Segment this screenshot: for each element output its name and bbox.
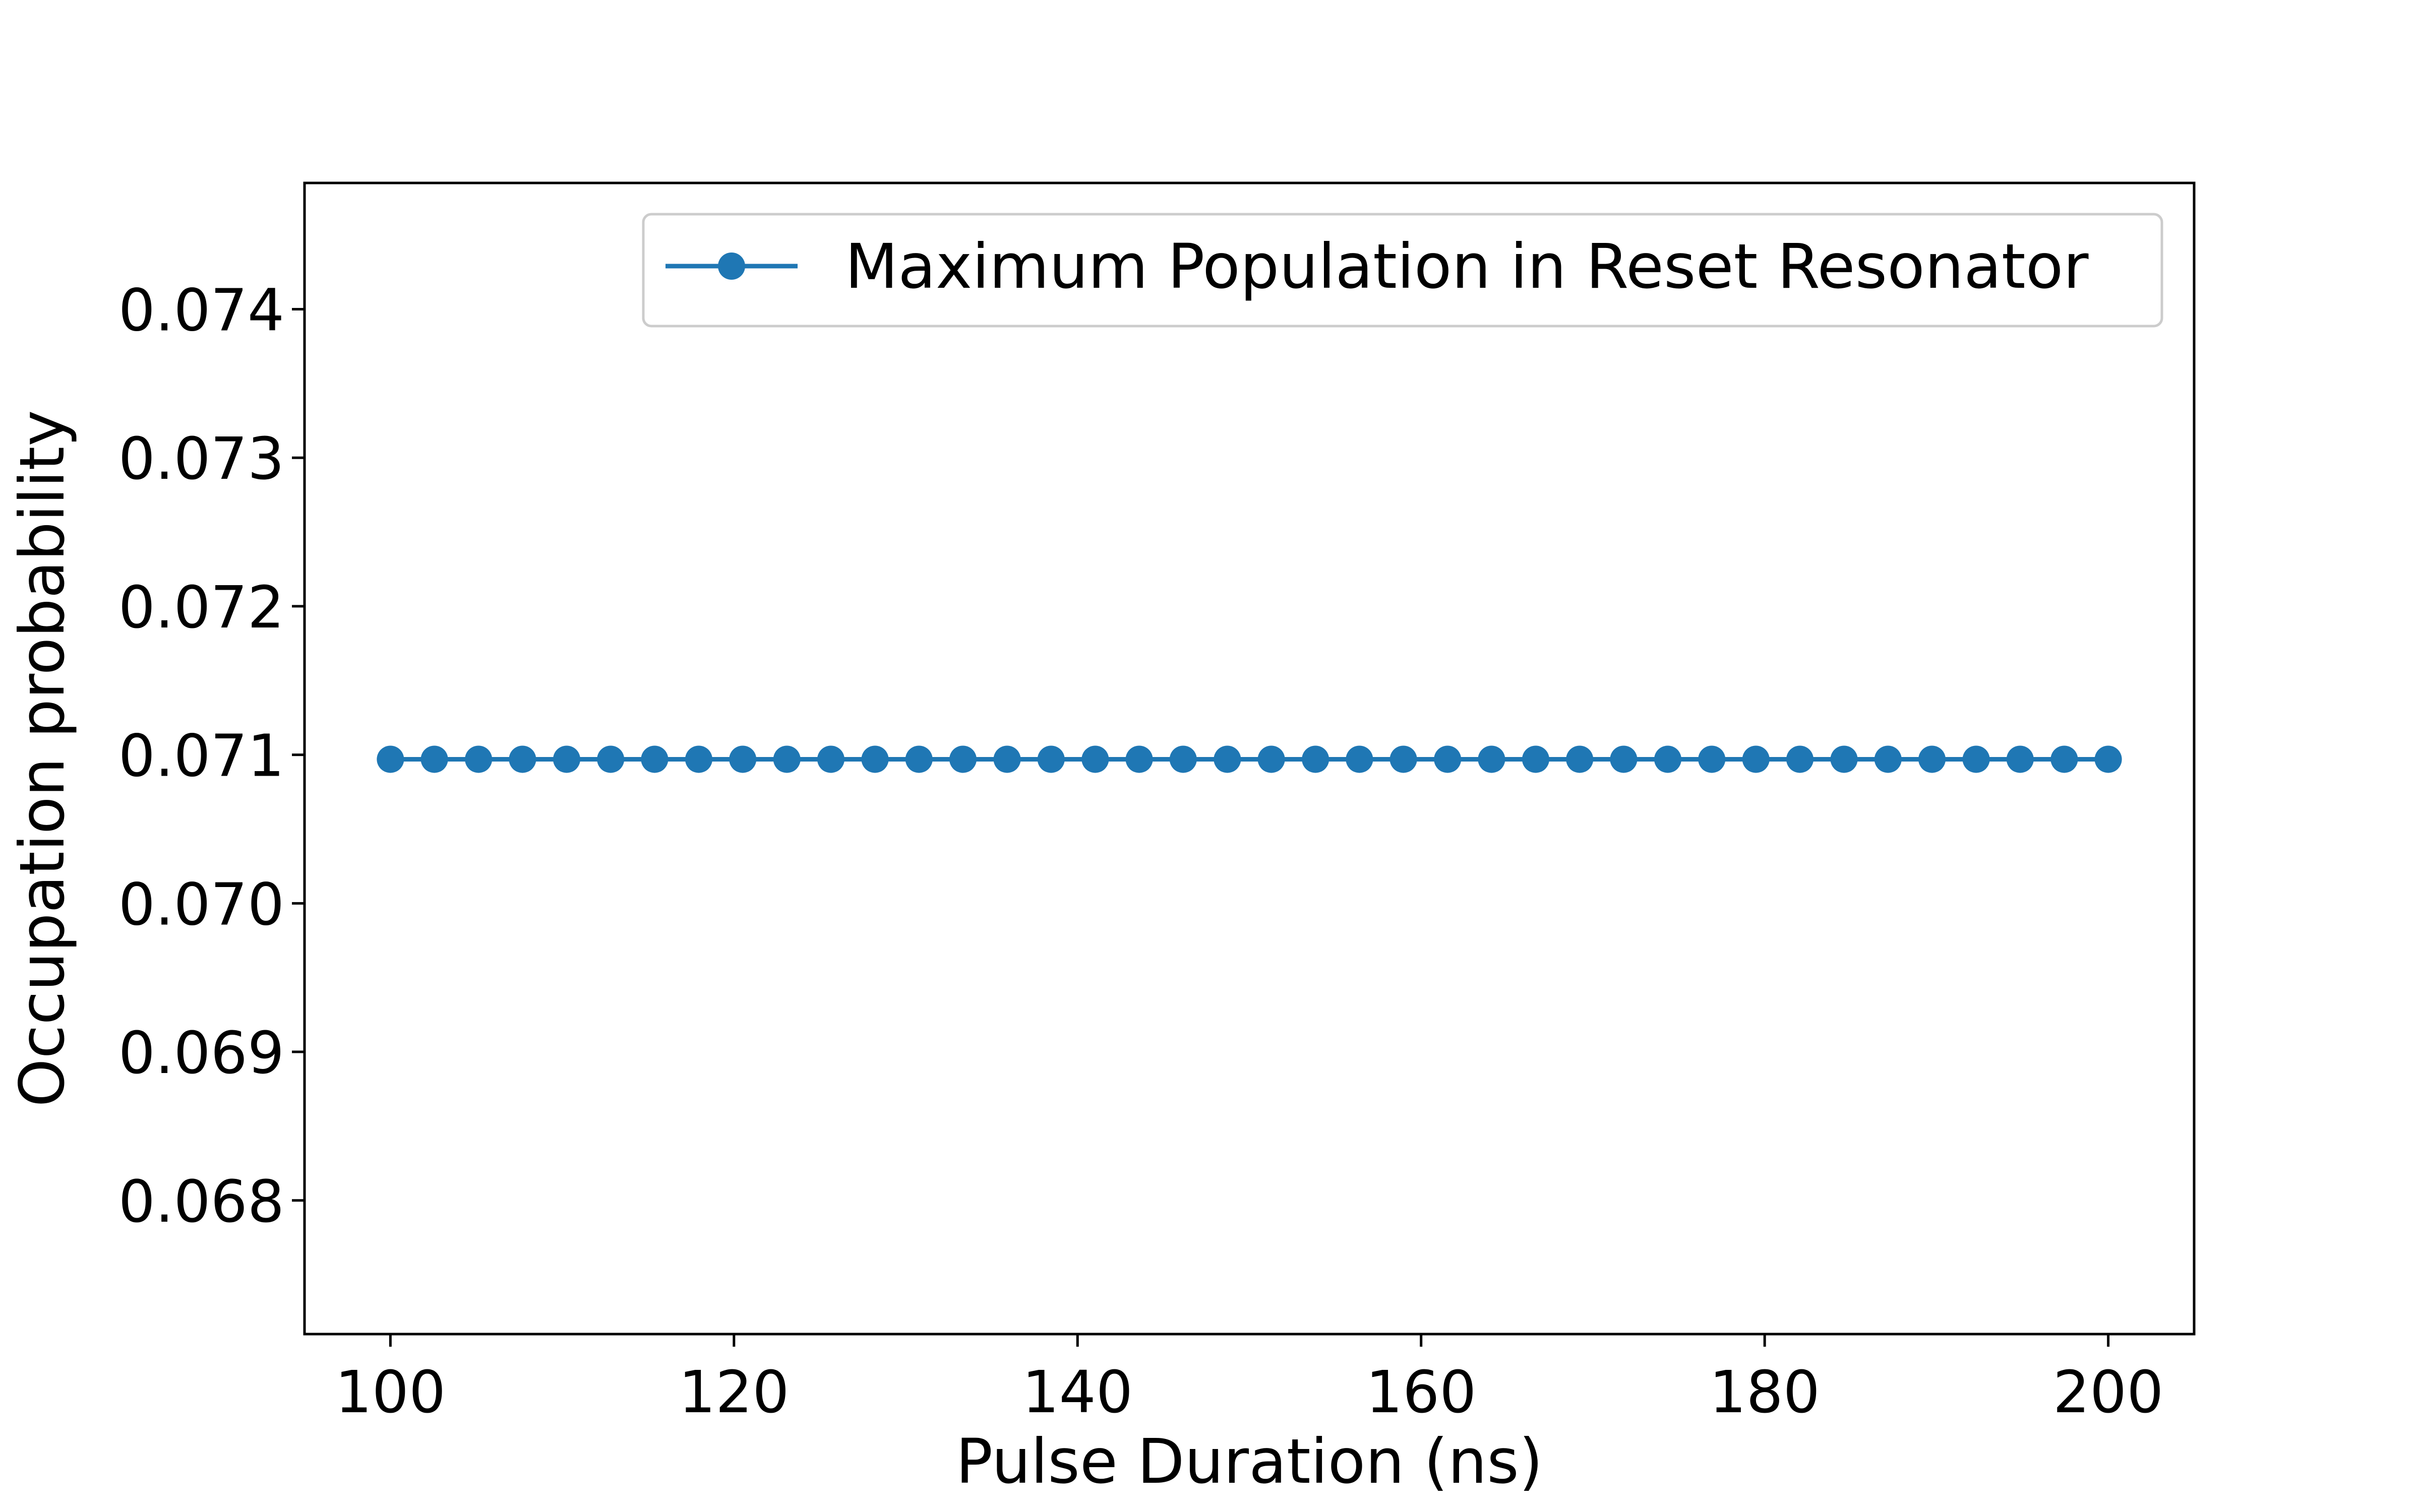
y-tick-label: 0.068 [118, 1168, 284, 1236]
data-point [1389, 745, 1417, 773]
data-point [1214, 745, 1241, 773]
data-point [1698, 745, 1726, 773]
data-point [1169, 745, 1197, 773]
data-point [1742, 745, 1770, 773]
data-point [1478, 745, 1505, 773]
data-point [641, 745, 669, 773]
x-tick-label: 100 [335, 1359, 446, 1426]
data-point [2006, 745, 2034, 773]
x-tick-label: 180 [1709, 1359, 1820, 1426]
x-tick-label: 160 [1366, 1359, 1477, 1426]
data-point [773, 745, 801, 773]
data-point [597, 745, 625, 773]
data-point [905, 745, 933, 773]
data-point [1081, 745, 1109, 773]
legend-entry-label: Maximum Population in Reset Resonator [845, 231, 2089, 302]
y-axis-label: Occupation probability [7, 410, 78, 1107]
y-tick-label: 0.073 [118, 425, 284, 493]
data-point [1125, 745, 1153, 773]
data-point [1346, 745, 1373, 773]
y-tick-label: 0.069 [118, 1020, 284, 1087]
data-point [861, 745, 889, 773]
x-axis-label: Pulse Duration (ns) [956, 1426, 1543, 1497]
plot-series [377, 745, 2122, 773]
data-point [1434, 745, 1462, 773]
data-point [993, 745, 1021, 773]
y-tick-label: 0.074 [118, 277, 284, 345]
data-point [553, 745, 580, 773]
data-point [1654, 745, 1682, 773]
data-point [2050, 745, 2078, 773]
data-point [377, 745, 404, 773]
y-tick-label: 0.070 [118, 871, 284, 938]
data-point [1302, 745, 1329, 773]
data-point [817, 745, 844, 773]
y-tick-label: 0.071 [118, 723, 284, 790]
legend: Maximum Population in Reset Resonator [642, 213, 2163, 328]
data-point [949, 745, 977, 773]
data-point [509, 745, 536, 773]
data-point [2094, 745, 2122, 773]
data-point [465, 745, 493, 773]
x-axis-ticks: 100 120 140 160 180 200 [335, 1334, 2164, 1426]
x-tick-label: 200 [2053, 1359, 2164, 1426]
legend-marker-sample [718, 253, 745, 280]
data-point [1566, 745, 1594, 773]
x-tick-label: 140 [1022, 1359, 1133, 1426]
data-point [1257, 745, 1285, 773]
data-point [1610, 745, 1638, 773]
y-axis-ticks: 0.068 0.069 0.070 0.071 0.072 0.073 0.074 [118, 277, 305, 1236]
data-point [420, 745, 448, 773]
legend-box [642, 213, 2163, 328]
data-point [685, 745, 712, 773]
data-point [729, 745, 757, 773]
data-point [1918, 745, 1946, 773]
y-tick-label: 0.072 [118, 574, 284, 642]
data-point [1830, 745, 1858, 773]
data-point [1962, 745, 1990, 773]
x-tick-label: 120 [679, 1359, 790, 1426]
plot-frame [303, 181, 2196, 1336]
data-point [1037, 745, 1065, 773]
data-point [1522, 745, 1549, 773]
data-point [1874, 745, 1902, 773]
data-point [1786, 745, 1814, 773]
